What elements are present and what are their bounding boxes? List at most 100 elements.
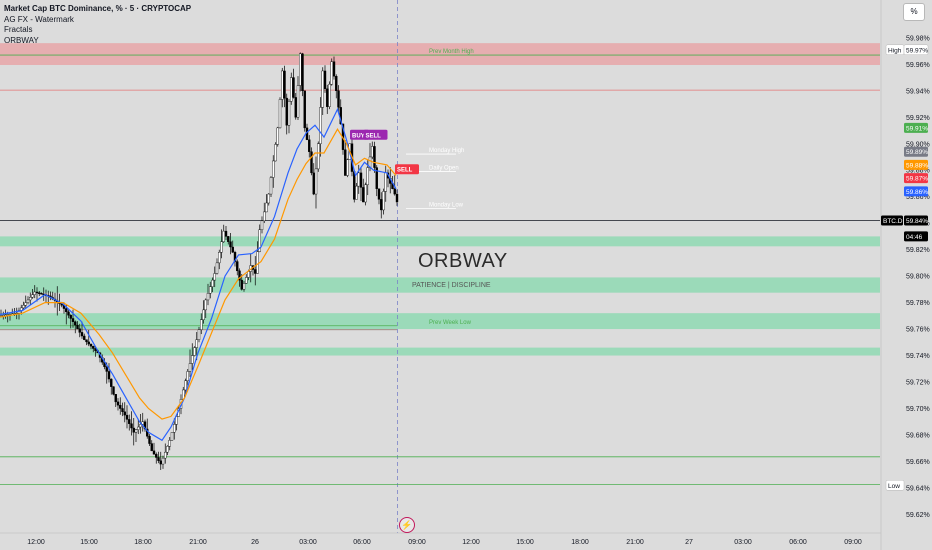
tradingview-logo-icon[interactable]: ⚡ [399,517,415,533]
x-tick: 03:00 [734,539,752,546]
y-tick: 59.94% [906,88,930,95]
candle-body [134,429,138,433]
candle-body [310,151,313,174]
chart-legend: Market Cap BTC Dominance, % · 5 · CRYPTO… [4,4,191,46]
y-tick: 59.76% [906,327,930,334]
y-tick: 59.90% [906,141,930,148]
plot-background [0,0,880,533]
y-tick: 59.74% [906,353,930,360]
price-pill-2 [904,122,928,133]
candle-body [211,279,214,287]
signal-label-0: BUY [352,133,365,139]
candle-body [328,83,331,107]
candle-body [89,343,93,347]
candle-body [233,252,237,262]
y-tick: 59.80% [906,274,930,281]
candle-body [159,460,162,465]
candle-body [265,202,268,213]
candle-body [283,70,286,99]
candle-body [65,308,68,313]
y-tick: 59.96% [906,62,930,69]
price-pill-9 [885,480,905,491]
candle-body [371,146,374,158]
price-pill-label-0: High [888,47,902,54]
candle-body [132,427,135,433]
candle-body [130,423,133,429]
candle-body [161,457,165,465]
price-pill-6 [904,186,928,197]
candle-body [332,61,336,77]
symbol-title[interactable]: Market Cap BTC Dominance, % · 5 · CRYPTO… [4,4,192,13]
candle-body [107,371,111,380]
candle-body [227,236,230,242]
candle-body [303,90,306,129]
demand-zone-4 [0,347,880,356]
candle-body [366,167,369,185]
candle-body [200,319,203,330]
candle-body [373,146,376,168]
percent-scale-button[interactable]: % [903,3,925,21]
candle-body [337,90,340,108]
candle-body [242,283,246,290]
candle-body [321,70,324,108]
candle-body [287,101,291,126]
candle-body [67,311,70,316]
candle-body [114,394,117,403]
indicator-orbway[interactable]: ORBWAY [4,35,39,45]
level-label-daily-open: Daily Open [429,166,459,172]
candle-body [197,329,201,340]
y-tick: 59.64% [906,485,930,492]
price-pill-label-5: 59.87% [906,176,928,183]
price-pill-label-1: 59.97% [906,47,928,54]
indicator-watermark[interactable]: AG FX - Watermark [4,14,74,24]
candle-body [206,293,210,301]
candle-body [141,421,144,425]
candle-body [170,432,174,441]
candle-body [377,188,381,200]
candle-body [76,324,79,329]
x-tick: 06:00 [353,539,371,546]
y-tick: 59.92% [906,115,930,122]
candle-body [236,261,239,272]
price-pill-label-7: 59.84% [906,218,928,225]
candle-body [285,97,288,126]
candle-body [359,172,363,188]
price-pill-label-9: Low [888,483,900,490]
candle-body [224,230,228,237]
signal-sell-2 [395,164,419,175]
candle-body [267,193,270,204]
x-tick: 12:00 [462,539,480,546]
candle-body [157,457,160,461]
x-tick: 12:00 [27,539,45,546]
candle-body [40,293,43,295]
candle-body [148,436,151,444]
x-tick: 09:00 [408,539,426,546]
candle-body [119,404,122,409]
candle-body [35,291,39,294]
x-tick: 15:00 [80,539,98,546]
candle-body [184,380,187,391]
candle-body [229,241,232,248]
candle-body [87,341,90,345]
x-tick: 21:00 [626,539,644,546]
candle-body [375,167,378,189]
candle-body [395,193,399,203]
candle-body [292,77,295,98]
candle-body [218,252,221,264]
candle-body [384,172,387,192]
candle-body [240,279,243,290]
symbol-tag-label: BTC.D [883,218,903,225]
candle-body [269,177,273,195]
y-tick: 59.68% [906,432,930,439]
y-tick: 59.86% [906,194,930,201]
candle-body [274,144,277,162]
candle-body [92,346,95,349]
level-label-prev-week-low: Prev Week Low [429,320,472,326]
candle-body [24,302,27,306]
indicator-fractals[interactable]: Fractals [4,25,33,34]
price-pill-7 [904,215,928,226]
candle-body [220,241,223,253]
signal-label-1: SELL [366,133,382,139]
